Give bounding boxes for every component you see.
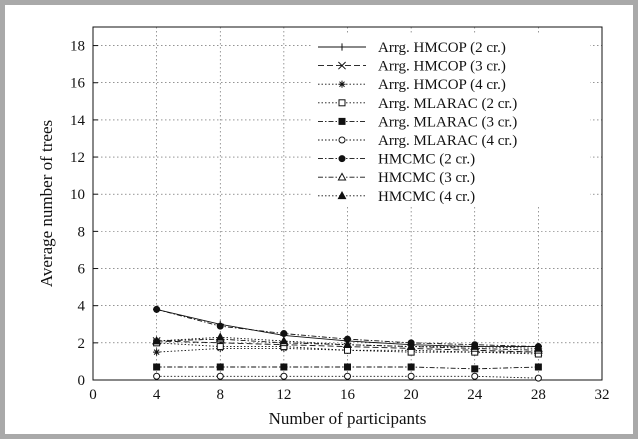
data-point-6-2 — [280, 330, 288, 338]
data-point-4-1 — [216, 363, 224, 371]
legend-entry-0: Arrg. HMCOP (2 cr.) — [318, 40, 506, 56]
legend-label-6: HMCMC (2 cr.) — [378, 152, 475, 168]
legend-entry-5: Arrg. MLARAC (4 cr.) — [318, 133, 517, 149]
data-point-3-3 — [344, 346, 351, 354]
data-point-8-2 — [279, 336, 289, 345]
y-tick-label-9: 18 — [70, 39, 85, 55]
series-4 — [153, 363, 542, 373]
data-point-4-3 — [344, 363, 351, 371]
y-tick-label-7: 14 — [70, 113, 86, 129]
data-point-4-0 — [153, 363, 161, 371]
x-axis-ticks: 0 4 8 12 16 20 24 28 32 — [89, 375, 610, 403]
legend-marker-2 — [338, 80, 346, 88]
legend-marker-7 — [337, 172, 347, 181]
data-point-5-5 — [471, 372, 479, 380]
legend-marker-4 — [338, 117, 346, 125]
legend-label-2: Arrg. HMCOP (4 cr.) — [378, 77, 506, 93]
legend: Arrg. HMCOP (2 cr.) Arrg. HMCOP (3 cr.) Ar… — [312, 34, 590, 206]
x-tick-label-2: 8 — [217, 387, 225, 403]
legend-label-3: Arrg. MLARAC (2 cr.) — [378, 96, 517, 112]
legend-entry-3: Arrg. MLARAC (2 cr.) — [318, 96, 517, 112]
legend-marker-3 — [338, 99, 346, 107]
y-tick-label-0: 0 — [78, 373, 86, 389]
x-tick-label-6: 24 — [467, 387, 483, 403]
y-axis-label: Average number of trees — [37, 120, 56, 287]
data-point-8-6 — [533, 343, 543, 352]
x-tick-label-0: 0 — [89, 387, 97, 403]
data-point-6-1 — [216, 322, 224, 330]
legend-background — [312, 34, 590, 206]
legend-label-0: Arrg. HMCOP (2 cr.) — [378, 40, 506, 56]
x-tick-label-5: 20 — [404, 387, 419, 403]
legend-entry-6: HMCMC (2 cr.) — [318, 152, 475, 168]
x-tick-label-8: 32 — [595, 387, 610, 403]
data-point-4-5 — [471, 365, 479, 373]
x-tick-label-4: 16 — [340, 387, 356, 403]
y-tick-label-3: 6 — [78, 262, 86, 278]
legend-entry-7: HMCMC (3 cr.) — [318, 170, 475, 186]
legend-label-8: HMCMC (4 cr.) — [378, 189, 475, 205]
legend-marker-8 — [337, 190, 347, 200]
x-axis-label: Number of participants — [269, 409, 427, 428]
legend-marker-1 — [338, 61, 346, 70]
legend-entry-1: Arrg. HMCOP (3 cr.) — [318, 59, 506, 75]
data-point-8-4 — [406, 341, 416, 350]
data-point-8-1 — [215, 332, 225, 341]
y-tick-label-5: 10 — [70, 187, 85, 203]
series-layer — [152, 305, 543, 382]
y-axis-ticks: 0 2 4 6 8 10 12 14 16 18 — [70, 39, 98, 389]
legend-label-4: Arrg. MLARAC (3 cr.) — [378, 114, 517, 130]
series-8 — [152, 332, 543, 352]
y-tick-label-8: 16 — [70, 76, 86, 92]
data-point-2-0 — [153, 348, 161, 356]
y-tick-label-1: 2 — [78, 336, 86, 352]
legend-label-5: Arrg. MLARAC (4 cr.) — [378, 133, 517, 149]
data-point-5-3 — [344, 372, 351, 380]
legend-marker-5 — [338, 136, 346, 144]
legend-label-7: HMCMC (3 cr.) — [378, 170, 475, 186]
legend-label-1: Arrg. HMCOP (3 cr.) — [378, 59, 506, 75]
data-point-8-5 — [470, 341, 480, 350]
data-point-3-1 — [216, 343, 224, 351]
data-point-4-2 — [280, 363, 288, 371]
data-point-8-3 — [343, 339, 352, 348]
data-point-4-6 — [534, 363, 542, 371]
data-point-5-4 — [407, 372, 415, 380]
data-point-5-0 — [153, 372, 161, 380]
y-tick-label-2: 4 — [78, 299, 86, 315]
x-tick-label-7: 28 — [531, 387, 546, 403]
data-point-5-1 — [216, 372, 224, 380]
data-point-6-0 — [153, 305, 161, 313]
legend-marker-0 — [338, 43, 346, 51]
data-point-5-2 — [280, 372, 288, 380]
x-tick-label-1: 4 — [153, 387, 161, 403]
legend-entry-8: HMCMC (4 cr.) — [318, 189, 475, 205]
legend-entry-2: Arrg. HMCOP (4 cr.) — [318, 77, 506, 93]
y-tick-label-6: 12 — [70, 150, 85, 166]
x-tick-label-3: 12 — [276, 387, 291, 403]
data-point-5-6 — [534, 374, 542, 382]
series-5 — [153, 372, 542, 382]
data-point-3-4 — [407, 348, 415, 356]
legend-entry-4: Arrg. MLARAC (3 cr.) — [318, 114, 517, 130]
legend-marker-6 — [338, 155, 346, 163]
data-point-8-0 — [152, 336, 162, 345]
data-point-4-4 — [407, 363, 415, 371]
y-tick-label-4: 8 — [78, 224, 86, 240]
